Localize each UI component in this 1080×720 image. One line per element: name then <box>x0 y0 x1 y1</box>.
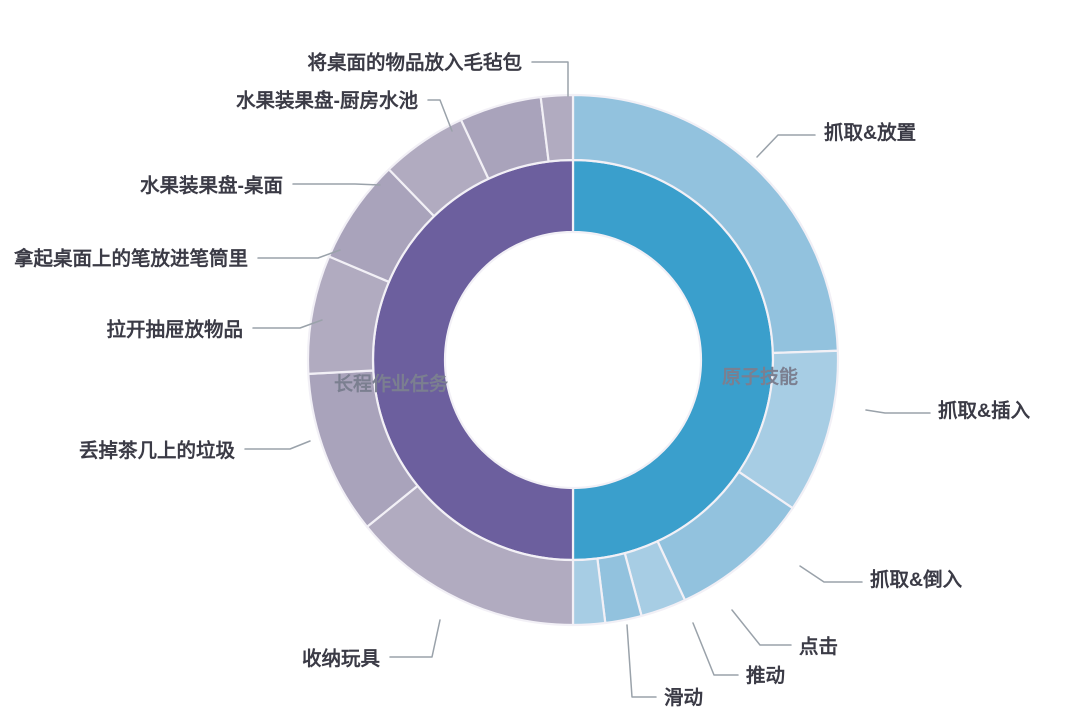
leader-line <box>799 565 863 583</box>
leader-line <box>252 319 323 329</box>
leader-lines <box>244 61 931 698</box>
leader-line <box>244 440 311 450</box>
leader-line <box>626 624 657 698</box>
category-label: 长程作业任务 <box>334 372 449 395</box>
leader-line <box>731 609 792 646</box>
category-label: 原子技能 <box>722 365 798 388</box>
segment-label: 拿起桌面上的笔放进笔筒里 <box>13 247 248 270</box>
inner-ring-segments <box>371 158 775 562</box>
leader-line <box>692 622 739 676</box>
segment-label: 抓取&倒入 <box>870 568 963 591</box>
outer-ring-segment[interactable] <box>539 93 575 163</box>
inner-ring-labels: 原子技能 长程作业任务 <box>334 365 798 395</box>
segment-label: 拉开抽屉放物品 <box>106 318 243 341</box>
leader-line <box>756 134 816 158</box>
segment-label: 水果装果盘-厨房水池 <box>236 89 418 112</box>
outer-ring-segments <box>306 93 840 627</box>
leader-line <box>427 99 453 132</box>
leader-line <box>257 249 341 259</box>
leader-line <box>531 61 569 97</box>
segment-label: 抓取&放置 <box>824 121 916 144</box>
segment-label: 点击 <box>799 635 838 658</box>
leader-line <box>292 183 381 186</box>
segment-label: 滑动 <box>664 687 703 709</box>
segment-label: 丢掉茶几上的垃圾 <box>79 439 236 462</box>
segment-label: 抓取&插入 <box>938 399 1031 422</box>
segment-label: 推动 <box>746 664 785 687</box>
segment-label: 收纳玩具 <box>302 647 381 670</box>
leader-line <box>865 409 931 414</box>
segment-label: 水果装果盘-桌面 <box>140 174 283 197</box>
segment-label: 将桌面的物品放入毛毡包 <box>307 51 522 74</box>
leader-line <box>389 619 441 658</box>
